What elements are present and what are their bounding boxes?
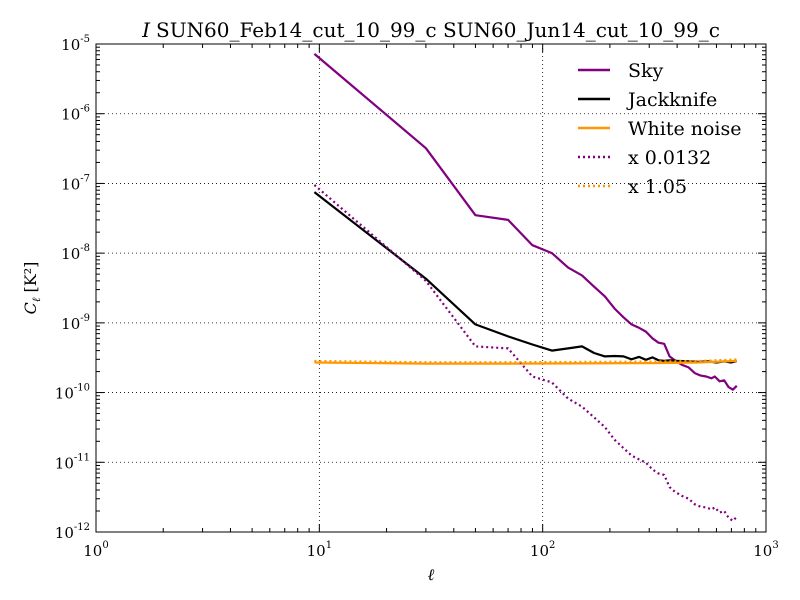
legend-label: x 1.05 [628,176,687,198]
legend-label: x 0.0132 [628,147,711,169]
title-text: SUN60_Feb14_cut_10_99_c SUN60_Jun14_cut_… [156,18,720,42]
x-tick-exponent: 3 [772,540,778,551]
x-tick-base: 10 [530,542,549,560]
y-tick-label: 10-10 [55,383,90,403]
chart-title: I SUN60_Feb14_cut_10_99_c SUN60_Jun14_cut… [141,18,720,42]
series-line-0 [313,53,738,391]
y-tick-base: 10 [61,245,80,263]
y-tick-base: 10 [55,385,74,403]
legend-label: Jackknife [626,89,717,111]
x-tick-label: 101 [307,540,332,560]
y-axis-label: Cℓ [K²] [21,262,43,315]
y-label-sub: ℓ [30,297,43,302]
y-tick-base: 10 [61,315,80,333]
y-tick-label: 10-7 [61,173,90,193]
x-axis-label: ℓ [428,565,435,584]
y-tick-base: 10 [55,524,74,542]
x-tick-base: 10 [753,542,772,560]
y-tick-label: 10-11 [55,452,90,472]
y-tick-label: 10-5 [61,34,90,54]
y-tick-base: 10 [61,106,80,124]
x-tick-label: 100 [83,540,108,560]
x-tick-base: 10 [83,542,102,560]
axis-ticks [95,43,767,533]
y-tick-label: 10-8 [61,243,90,263]
y-tick-exponent: -5 [80,34,90,45]
y-tick-exponent: -8 [80,243,90,254]
y-tick-exponent: -11 [74,452,90,463]
y-label-main: C [21,302,40,314]
y-tick-base: 10 [55,454,74,472]
x-tick-exponent: 2 [549,540,555,551]
y-tick-exponent: -12 [74,522,90,533]
x-tick-label: 103 [753,540,778,560]
y-tick-label: 10-6 [61,104,90,124]
y-tick-base: 10 [61,36,80,54]
series-line-4 [314,358,737,364]
y-tick-label: 10-12 [55,522,90,542]
x-tick-label: 102 [530,540,555,560]
series-line-2 [314,359,737,365]
y-tick-exponent: -6 [80,104,90,115]
y-tick-exponent: -10 [74,383,90,394]
y-tick-base: 10 [61,175,80,193]
title-prefix: I [141,18,151,42]
legend-label: Sky [628,60,664,82]
plot-series [313,53,738,522]
x-tick-exponent: 1 [326,540,332,551]
x-tick-exponent: 0 [102,540,108,551]
series-line-1 [313,191,738,364]
y-label-unit: [K²] [21,262,40,298]
series-line-3 [313,184,738,522]
y-tick-exponent: -7 [80,173,90,184]
y-tick-exponent: -9 [80,313,90,324]
legend-label: White noise [628,118,742,140]
plot-frame [95,43,767,533]
y-tick-label: 10-9 [61,313,90,333]
legend: Sky Jackknife White noise x 0.0132 x 1.05 [578,60,742,198]
x-tick-base: 10 [307,542,326,560]
tick-labels: 100 101 102 10310-1210-1110-1010-910-810-71… [55,34,779,560]
